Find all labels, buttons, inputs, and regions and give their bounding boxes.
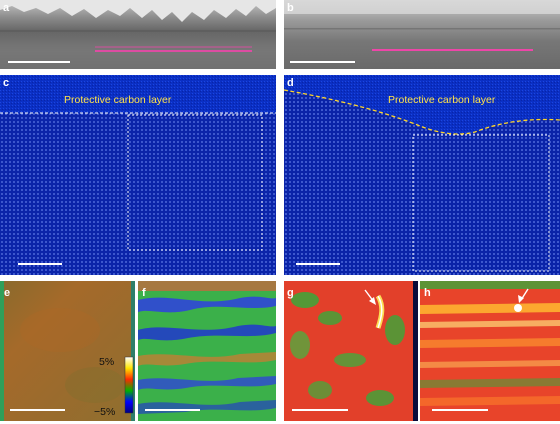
panel-a-image <box>0 0 276 69</box>
colorbar <box>124 356 134 414</box>
panel-g-image <box>284 281 418 421</box>
panel-d-boundary-line <box>283 89 560 135</box>
panel-d-dashed-box <box>412 134 550 272</box>
panel-h-image <box>420 281 560 421</box>
panel-b-image <box>284 0 560 69</box>
panel-c-image <box>0 75 276 275</box>
panel-c-dashed-box <box>127 114 263 251</box>
panel-f-image <box>138 281 276 421</box>
panel-d-image <box>283 75 560 275</box>
panel-e-image <box>0 281 135 421</box>
